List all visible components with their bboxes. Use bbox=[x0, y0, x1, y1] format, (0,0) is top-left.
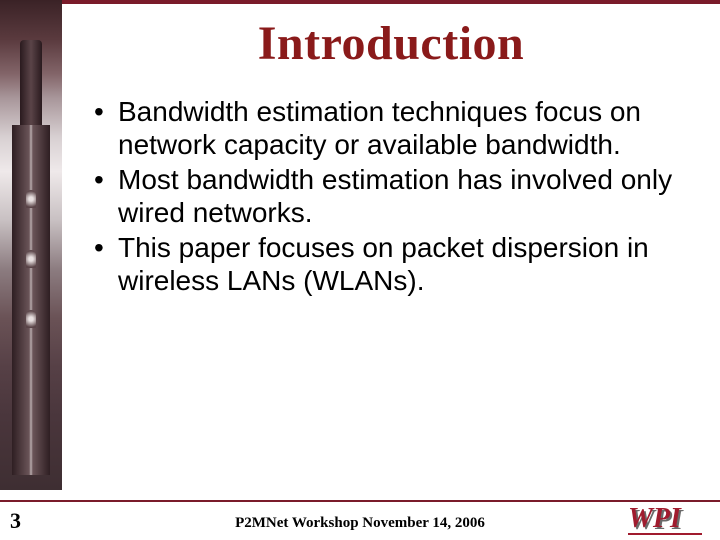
bullet-item: Most bandwidth estimation has involved o… bbox=[118, 163, 700, 229]
tower-silhouette bbox=[8, 40, 54, 480]
slide-content: Introduction Bandwidth estimation techni… bbox=[62, 4, 720, 490]
logo-text: WPI bbox=[628, 503, 682, 534]
footer: 3 P2MNet Workshop November 14, 2006 WPI … bbox=[0, 490, 720, 540]
wpi-logo: WPI WPI bbox=[628, 502, 710, 536]
slide-title: Introduction bbox=[82, 16, 700, 71]
sidebar-photo bbox=[0, 0, 62, 490]
bullet-item: This paper focuses on packet dispersion … bbox=[118, 231, 700, 297]
footer-divider bbox=[0, 500, 720, 502]
bullet-list: Bandwidth estimation techniques focus on… bbox=[82, 95, 700, 297]
footer-text: P2MNet Workshop November 14, 2006 bbox=[0, 515, 720, 532]
bullet-item: Bandwidth estimation techniques focus on… bbox=[118, 95, 700, 161]
